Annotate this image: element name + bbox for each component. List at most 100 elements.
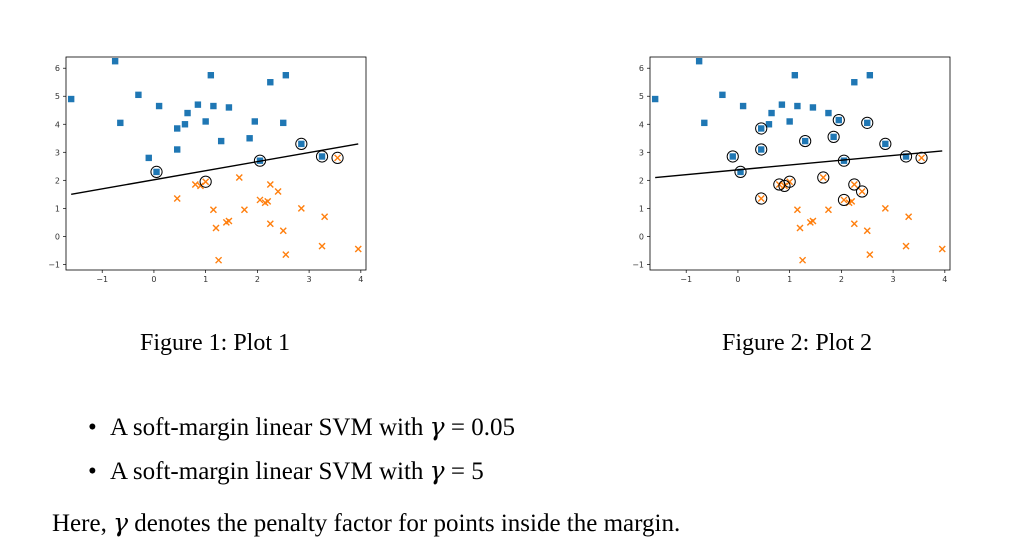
blue-square-point xyxy=(210,102,217,110)
plot-1-svg: −1 0 1 2 3 4 −1 0 1 2 3 4 5 6 xyxy=(48,56,367,284)
x-mark-stroke xyxy=(786,178,794,186)
blue-square-point xyxy=(318,153,326,160)
orange-x-point xyxy=(173,195,181,203)
x-mark-stroke xyxy=(212,224,220,232)
x-mark-stroke xyxy=(225,217,233,225)
x-mark-stroke xyxy=(321,213,329,221)
support-vector-circle xyxy=(783,175,796,188)
decision-boundary-line xyxy=(71,143,359,196)
plot-1: −1 0 1 2 3 4 −1 0 1 2 3 4 5 6 xyxy=(36,55,376,290)
x-mark-stroke xyxy=(235,174,243,182)
bullet-list: • A soft-margin linear SVM with γ = 0.05 … xyxy=(88,408,515,496)
note-prefix: Here, xyxy=(52,510,114,537)
x-mark-stroke xyxy=(266,220,274,228)
orange-x-point xyxy=(819,174,827,182)
x-mark-stroke xyxy=(240,206,248,214)
orange-x-point xyxy=(334,154,342,162)
x-mark-stroke xyxy=(215,256,223,264)
x-mark-stroke xyxy=(863,227,871,235)
support-vector-circle xyxy=(879,137,892,150)
blue-square-point xyxy=(225,104,233,111)
blue-square-point xyxy=(866,72,874,79)
blue-square-point xyxy=(111,58,119,65)
explanation-note: Here, γ denotes the penalty factor for p… xyxy=(52,508,680,538)
bullet-text: A soft-margin linear SVM with xyxy=(110,458,430,485)
y-tick-label: 0 xyxy=(55,232,60,241)
x-mark-stroke xyxy=(256,196,264,204)
support-vector-circle xyxy=(755,143,768,156)
orange-x-point xyxy=(274,188,282,196)
blue-square-point xyxy=(135,91,142,99)
x-tick-label: 4 xyxy=(942,275,947,284)
x-mark-stroke xyxy=(318,242,326,250)
blue-square-point xyxy=(791,72,799,79)
support-vector-circle xyxy=(331,151,344,164)
orange-x-point xyxy=(266,181,274,189)
blue-square-point xyxy=(695,58,703,65)
support-vector-circle xyxy=(799,134,812,148)
x-mark-stroke xyxy=(264,197,272,205)
support-vector-circle xyxy=(150,165,163,179)
orange-x-point xyxy=(858,188,866,196)
x-mark-stroke xyxy=(905,213,913,221)
x-mark-stroke xyxy=(173,195,181,203)
orange-x-point xyxy=(881,204,889,212)
blue-square-point xyxy=(758,125,765,132)
support-vector-circle xyxy=(832,113,845,127)
y-tick-label: −1 xyxy=(632,260,644,269)
bullet-item: • A soft-margin linear SVM with γ = 5 xyxy=(88,452,515,496)
x-mark-stroke xyxy=(809,217,817,225)
blue-square-point xyxy=(794,102,801,110)
equals-sign: = xyxy=(444,458,472,485)
x-mark-stroke xyxy=(918,154,926,162)
gamma-symbol: γ xyxy=(429,456,445,485)
y-tick-label: 1 xyxy=(639,204,644,213)
orange-x-point xyxy=(191,181,199,189)
x-mark-stroke xyxy=(799,256,807,264)
x-tick-label: 1 xyxy=(203,275,208,284)
blue-square-point xyxy=(194,101,202,108)
orange-x-point xyxy=(840,196,848,204)
x-mark-stroke xyxy=(824,206,832,214)
y-tick-label: 2 xyxy=(55,176,60,185)
orange-x-point xyxy=(240,206,248,214)
x-mark-stroke xyxy=(191,181,199,189)
y-tick-label: 6 xyxy=(55,64,60,73)
orange-x-point xyxy=(202,178,210,186)
x-mark-stroke xyxy=(202,178,210,186)
blue-square-point xyxy=(217,137,225,145)
x-tick-label: 4 xyxy=(358,275,363,284)
bullet-item: • A soft-margin linear SVM with γ = 0.05 xyxy=(88,408,515,452)
blue-square-point xyxy=(765,121,773,128)
orange-x-point xyxy=(297,204,305,212)
x-mark-stroke xyxy=(354,245,362,253)
plot-2-svg: −1 0 1 2 3 4 −1 0 1 2 3 4 5 6 xyxy=(632,56,951,284)
orange-x-point xyxy=(796,224,804,232)
orange-x-point xyxy=(318,242,326,250)
blue-square-point xyxy=(719,91,726,99)
y-tick-label: 4 xyxy=(55,120,60,129)
support-vector-circle xyxy=(837,193,851,207)
x-tick-label: 0 xyxy=(735,275,740,284)
support-vector-circle xyxy=(295,137,308,150)
y-tick-label: 3 xyxy=(55,148,60,157)
blue-square-point xyxy=(830,133,837,141)
orange-x-point xyxy=(918,154,926,162)
x-tick-label: 1 xyxy=(787,275,792,284)
blue-square-point xyxy=(155,102,163,110)
blue-square-point xyxy=(882,140,889,148)
y-tick-label: 1 xyxy=(55,204,60,213)
orange-x-point xyxy=(850,181,858,189)
y-tick-label: −1 xyxy=(48,260,60,269)
blue-square-point xyxy=(778,101,786,108)
figure-2-caption: Figure 2: Plot 2 xyxy=(722,330,873,356)
bullet-dot-icon: • xyxy=(88,414,97,441)
gamma-symbol: γ xyxy=(429,412,445,441)
x-mark-stroke xyxy=(840,196,848,204)
x-tick-label: 0 xyxy=(151,275,156,284)
x-mark-stroke xyxy=(938,245,946,253)
orange-x-point xyxy=(799,256,807,264)
blue-square-point xyxy=(174,146,181,153)
support-vector-circle xyxy=(855,185,869,198)
orange-x-point xyxy=(235,174,243,182)
